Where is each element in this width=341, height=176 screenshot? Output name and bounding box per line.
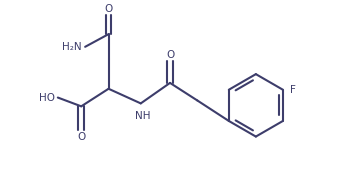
Text: HO: HO [39, 93, 55, 103]
Text: F: F [290, 85, 296, 95]
Text: O: O [77, 132, 85, 142]
Text: O: O [166, 51, 174, 61]
Text: H₂N: H₂N [62, 42, 81, 52]
Text: O: O [104, 4, 113, 14]
Text: NH: NH [135, 111, 150, 121]
